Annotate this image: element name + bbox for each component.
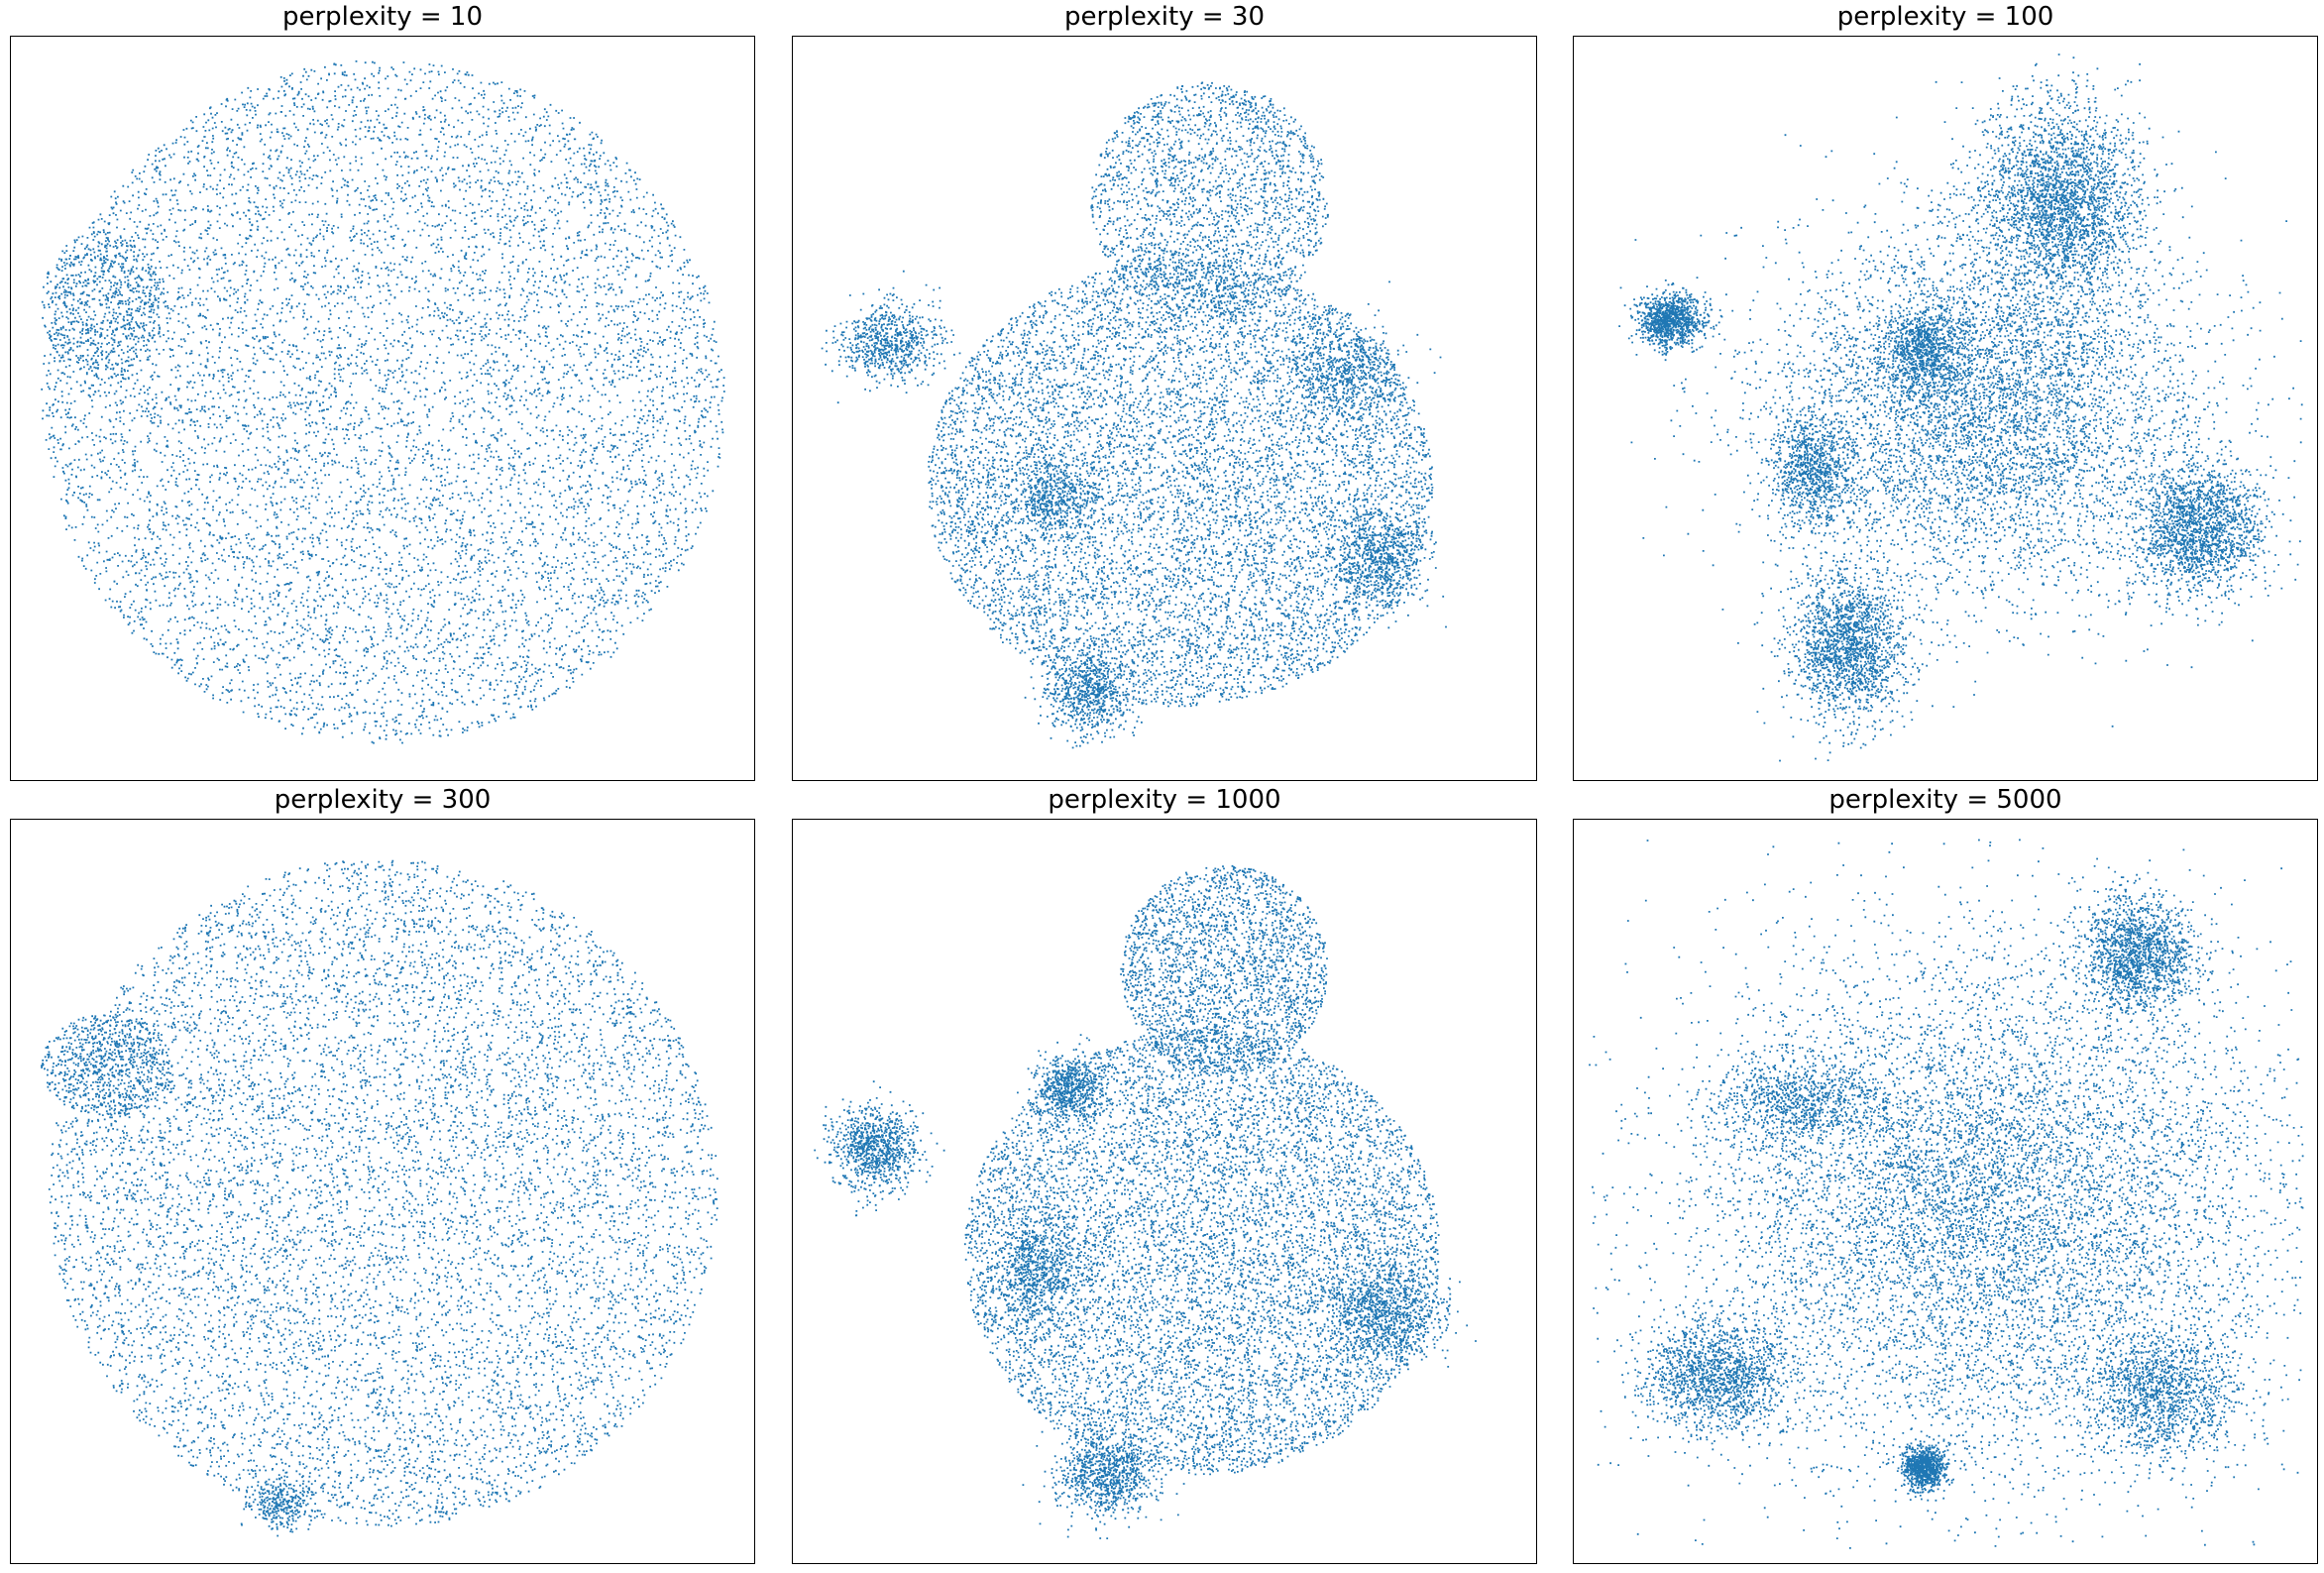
scatter-panel-6 [1573,819,2318,1564]
scatter-plot [1589,839,2304,1549]
scatter-panel-1 [10,36,755,781]
panel-title: perplexity = 30 [1063,2,1266,32]
panel-title: perplexity = 5000 [1828,785,2062,815]
panel-title: perplexity = 300 [274,785,492,815]
panel-title: perplexity = 10 [281,2,484,32]
scatter-points [1589,839,2304,1549]
scatter-panel-3 [1573,36,2318,781]
scatter-points [41,60,725,744]
scatter-point-cloud [41,859,719,1537]
scatter-point-cloud [821,81,1447,749]
scatter-points [814,864,1477,1539]
scatter-point-cloud [814,864,1477,1539]
scatter-plot [821,81,1447,749]
scatter-plot [41,60,725,744]
scatter-panel-4 [10,819,755,1564]
scatter-plot [814,864,1477,1539]
scatter-point-cloud [1618,54,2303,762]
scatter-points [1618,54,2303,762]
panel-title: perplexity = 1000 [1048,785,1281,815]
scatter-points [821,81,1447,749]
scatter-plot [1618,54,2303,762]
scatter-points [41,859,719,1537]
scatter-panel-5 [792,819,1537,1564]
scatter-plot [41,859,719,1537]
scatter-point-cloud [1589,839,2304,1549]
scatter-point-cloud [41,60,725,744]
panel-title: perplexity = 100 [1836,2,2054,32]
scatter-panel-2 [792,36,1537,781]
